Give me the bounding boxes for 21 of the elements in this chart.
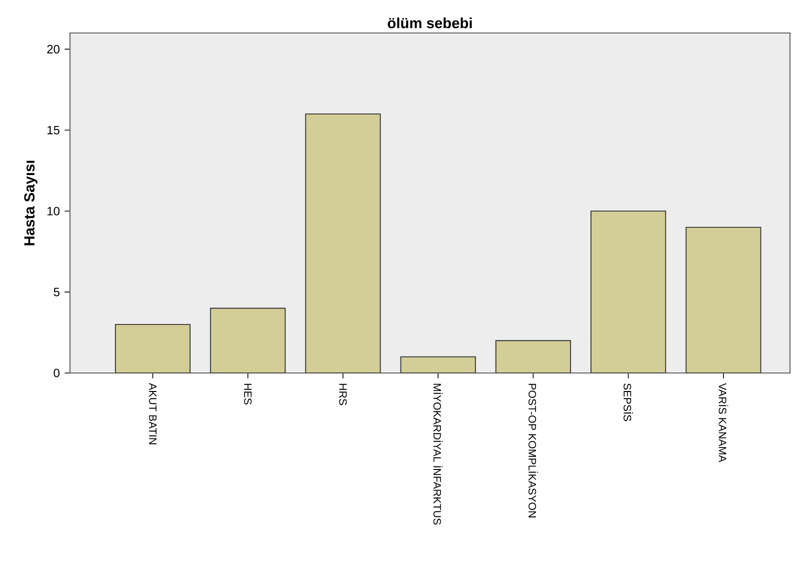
bar (496, 340, 571, 373)
y-axis-title: Hasta Sayısı (24, 160, 38, 246)
y-tick-label: 0 (54, 368, 60, 378)
bar (210, 308, 286, 373)
y-tick-label: 20 (47, 44, 60, 54)
x-tick-label: HRS (339, 384, 347, 406)
bar (306, 114, 380, 373)
x-tick-label: SEPSİS (624, 384, 633, 422)
y-tick-label: 5 (54, 288, 60, 296)
x-tick-label: MİYOKARDİYAL İNFARKTUS (433, 384, 443, 525)
y-tick-label: 15 (48, 126, 60, 134)
x-tick-label: VARİS KANAMA (718, 383, 728, 462)
bar (400, 356, 476, 373)
chart-title: ölüm sebebi (388, 18, 472, 28)
x-tick-label: HES (244, 384, 252, 404)
bar (115, 324, 190, 373)
x-tick-label: POST-OP KOMPLİKASYON (528, 384, 538, 518)
x-tick-label: AKUT BATIN (149, 383, 156, 444)
bar (590, 211, 666, 373)
bar (686, 226, 762, 373)
y-tick-label: 10 (48, 206, 60, 216)
